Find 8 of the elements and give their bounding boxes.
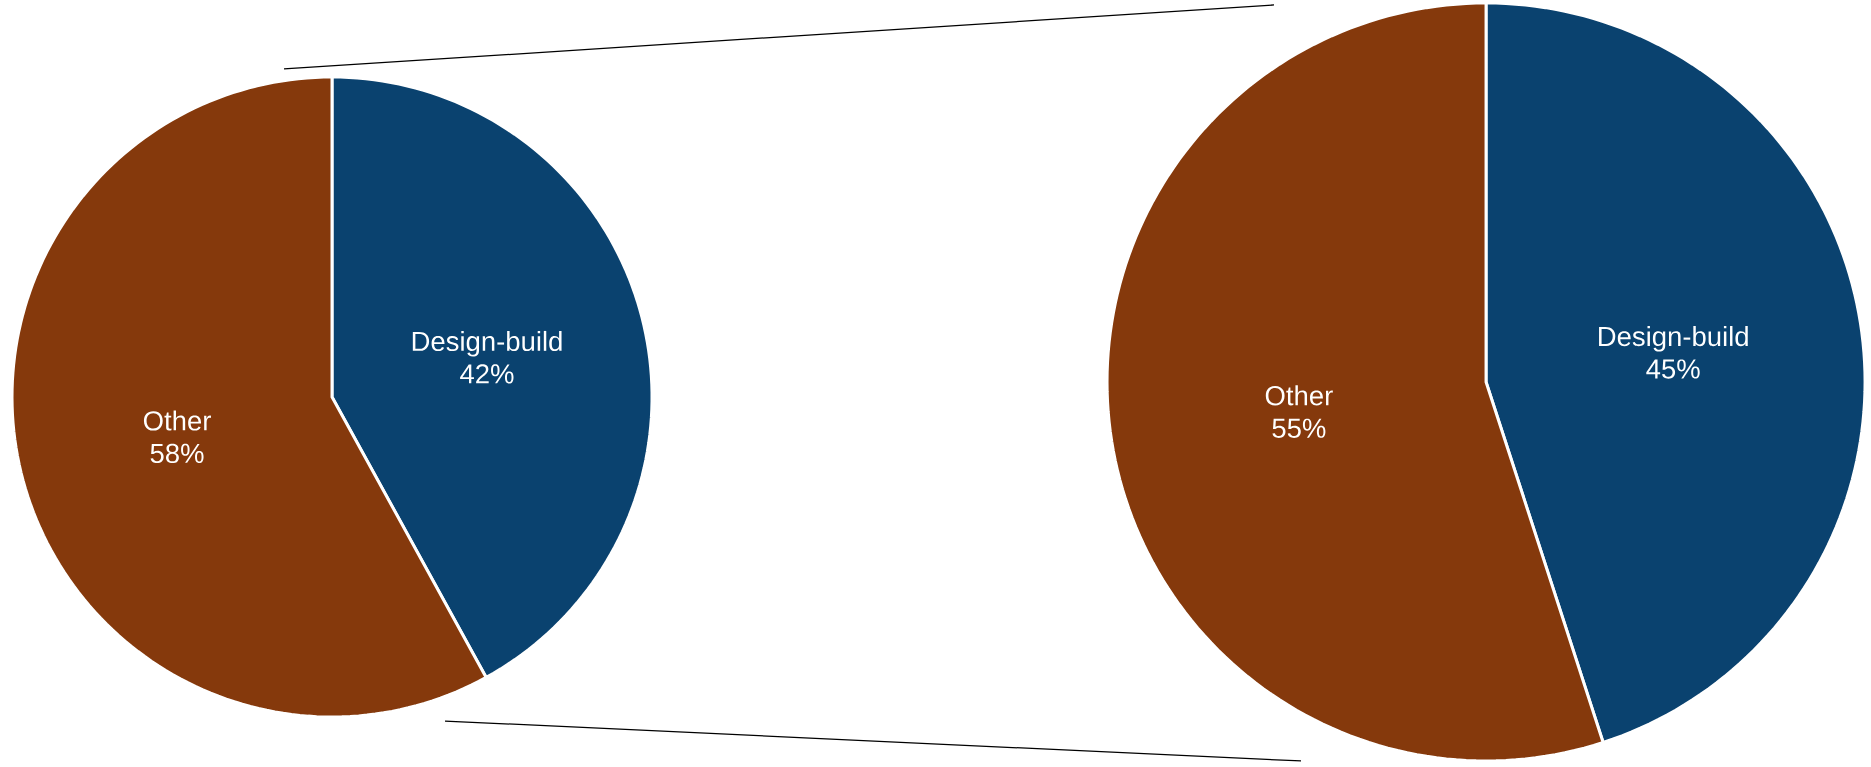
data-label: 42% bbox=[460, 364, 514, 384]
data-label: 45% bbox=[1646, 359, 1700, 379]
slice-label: Design-build bbox=[1599, 326, 1748, 352]
data-label: 58% bbox=[150, 443, 204, 464]
data-label: 55% bbox=[1272, 418, 1326, 438]
slice-label: Design-build bbox=[412, 330, 562, 357]
slice-label: Other bbox=[143, 410, 211, 431]
slice-label: Other bbox=[1265, 385, 1333, 406]
